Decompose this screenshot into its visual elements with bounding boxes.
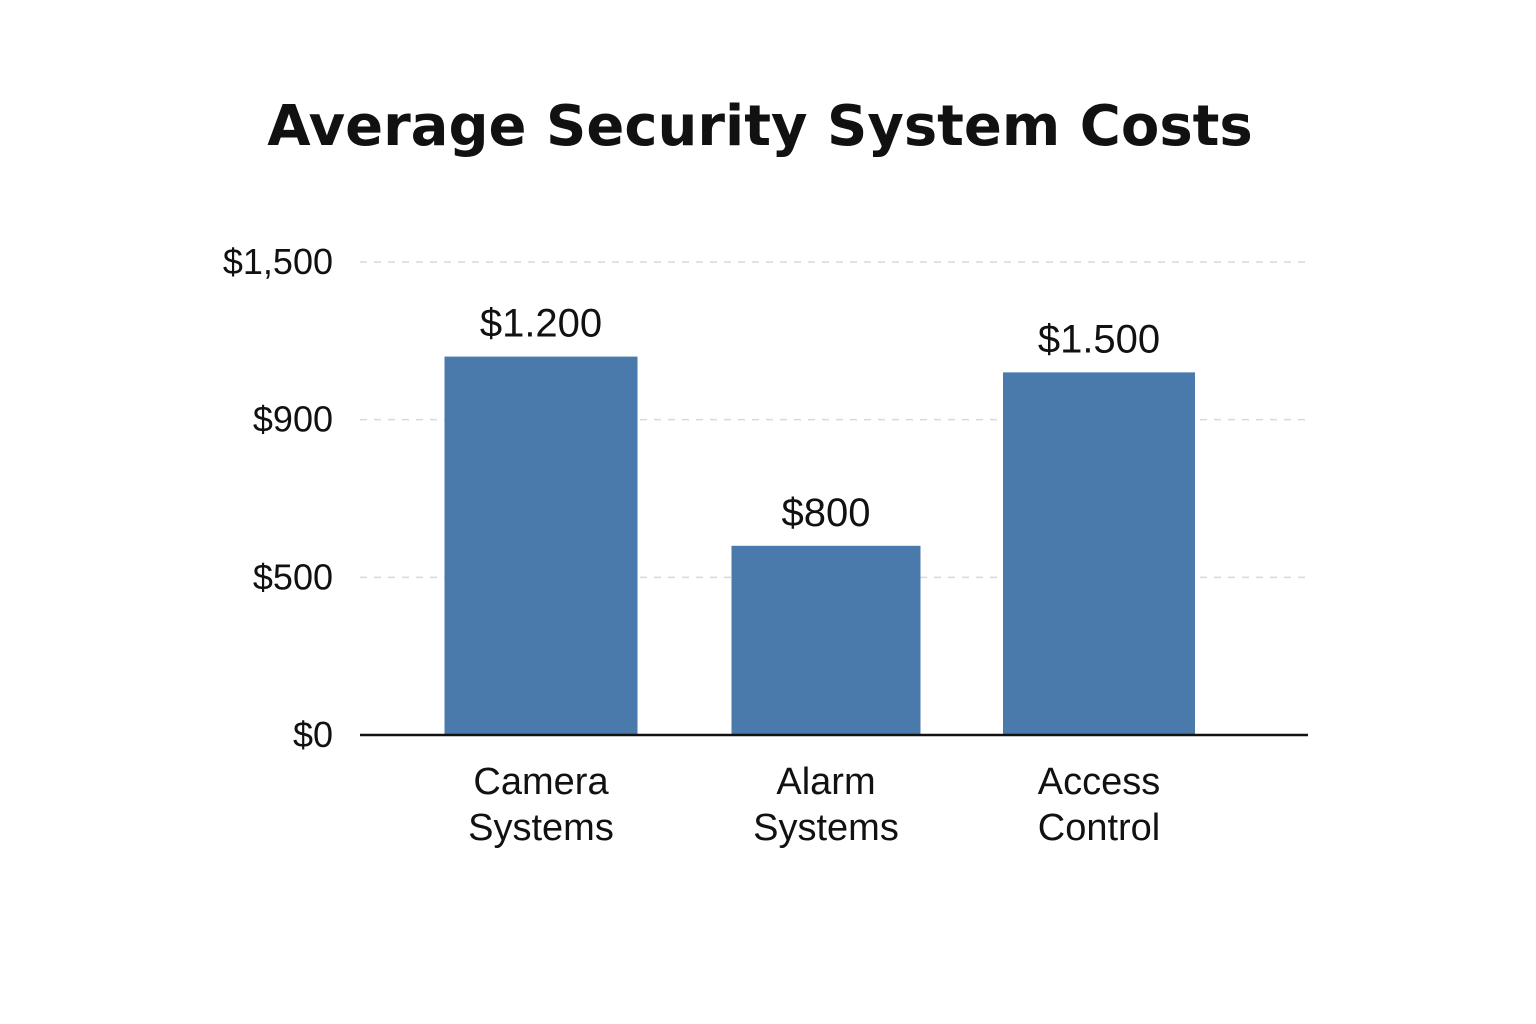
bar: [1003, 372, 1195, 735]
category-label: Alarm: [776, 761, 875, 803]
chart-title: Average Security System Costs: [267, 94, 1253, 159]
y-tick-label: $500: [253, 556, 333, 597]
data-label: $1.200: [480, 302, 602, 346]
category-label: Systems: [468, 807, 614, 849]
category-label: Systems: [753, 807, 899, 849]
bar: [444, 356, 638, 735]
y-tick-label: $1,500: [223, 241, 333, 282]
bars: [444, 356, 1195, 735]
y-axis-ticks: $0 $500 $900 $1,500: [223, 241, 333, 755]
category-label: Access: [1038, 761, 1160, 803]
data-label: $1.500: [1038, 317, 1160, 361]
category-label: Camera: [473, 761, 609, 803]
y-tick-label: $900: [253, 399, 333, 440]
data-labels: $1.200 $800 $1.500: [480, 302, 1160, 535]
bar: [731, 545, 921, 735]
category-label: Control: [1038, 807, 1161, 849]
data-label: $800: [782, 491, 871, 535]
y-tick-label: $0: [293, 714, 333, 755]
